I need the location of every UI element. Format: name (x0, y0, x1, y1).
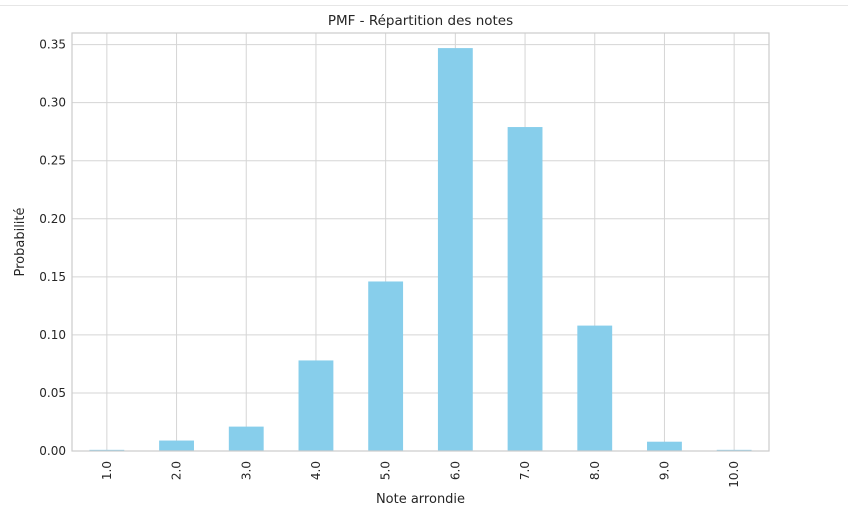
y-axis-ticks: 0.00 0.05 0.10 0.15 0.20 0.25 0.30 0.35 (39, 38, 66, 458)
x-axis-title: Note arrondie (376, 492, 465, 507)
x-tick-label: 2.0 (170, 461, 184, 480)
x-tick-label: 5.0 (379, 461, 393, 480)
bar-3.0 (228, 426, 264, 451)
x-tick-label: 10.0 (727, 461, 741, 488)
window-top-strip (0, 0, 848, 6)
plot-frame (71, 32, 770, 452)
y-tick-label: 0.15 (39, 270, 66, 284)
x-tick-label: 9.0 (657, 461, 671, 480)
y-axis-title: Probabilité (13, 207, 28, 276)
y-tick-label: 0.05 (39, 386, 66, 400)
x-axis-ticks: 1.0 2.0 3.0 4.0 5.0 6.0 7.0 8.0 9.0 10.0 (100, 461, 741, 488)
y-tick-label: 0.20 (39, 212, 66, 226)
y-tick-label: 0.00 (39, 444, 66, 458)
bar-layer (89, 48, 752, 452)
x-tick-label: 6.0 (448, 461, 462, 480)
grid-layer (72, 33, 769, 452)
y-tick-label: 0.35 (39, 38, 66, 52)
x-tick-label: 4.0 (309, 461, 323, 480)
x-tick-label: 7.0 (518, 461, 532, 480)
bar-2.0 (159, 440, 194, 451)
bar-9.0 (647, 441, 682, 451)
x-tick-label: 3.0 (239, 461, 253, 480)
bar-7.0 (507, 127, 543, 452)
bar-6.0 (437, 48, 473, 451)
bar-5.0 (368, 281, 404, 451)
y-tick-label: 0.30 (39, 96, 66, 110)
x-tick-label: 1.0 (100, 461, 114, 480)
x-tick-label: 8.0 (588, 461, 602, 480)
bar-4.0 (298, 360, 334, 451)
bar-8.0 (577, 325, 613, 451)
y-tick-label: 0.25 (39, 154, 66, 168)
y-tick-label: 0.10 (39, 328, 66, 342)
chart-title: PMF - Répartition des notes (328, 13, 513, 29)
